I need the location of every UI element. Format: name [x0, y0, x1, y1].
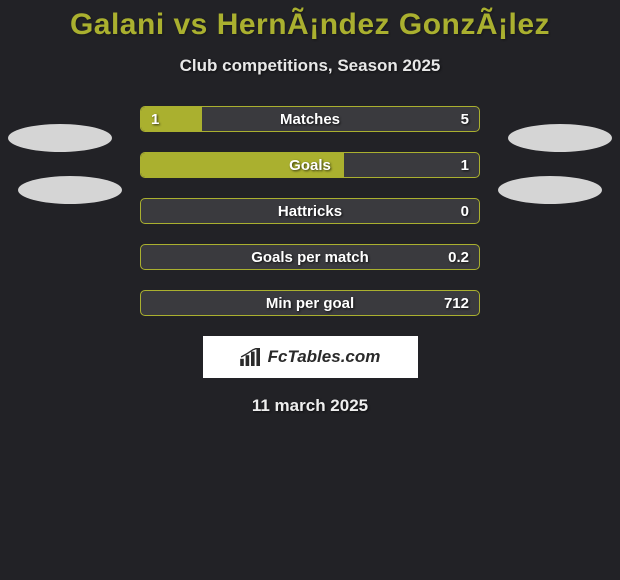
stat-row: Goals per match0.2 — [140, 244, 480, 270]
chart-icon — [240, 348, 262, 366]
stat-row: Hattricks0 — [140, 198, 480, 224]
player-left-oval-2 — [18, 176, 122, 204]
stat-right-value: 0.2 — [448, 245, 469, 270]
stat-right-value: 712 — [444, 291, 469, 316]
page-title: Galani vs HernÃ¡ndez GonzÃ¡lez — [0, 8, 620, 42]
stat-label: Matches — [141, 107, 479, 132]
player-left-oval-1 — [8, 124, 112, 152]
stat-right-value: 1 — [461, 153, 469, 178]
stat-label: Min per goal — [141, 291, 479, 316]
player-right-oval-1 — [508, 124, 612, 152]
stat-row: Goals1 — [140, 152, 480, 178]
brand-text: FcTables.com — [268, 347, 381, 367]
stat-row: 1Matches5 — [140, 106, 480, 132]
stat-row: Min per goal712 — [140, 290, 480, 316]
stat-label: Goals — [141, 153, 479, 178]
stat-right-value: 5 — [461, 107, 469, 132]
brand-box[interactable]: FcTables.com — [203, 336, 418, 378]
stat-right-value: 0 — [461, 199, 469, 224]
stat-label: Goals per match — [141, 245, 479, 270]
subtitle: Club competitions, Season 2025 — [0, 56, 620, 76]
widget-root: Galani vs HernÃ¡ndez GonzÃ¡lez Club comp… — [0, 0, 620, 416]
date-text: 11 march 2025 — [0, 396, 620, 416]
stat-label: Hattricks — [141, 199, 479, 224]
stats-area: 1Matches5Goals1Hattricks0Goals per match… — [0, 106, 620, 316]
player-right-oval-2 — [498, 176, 602, 204]
